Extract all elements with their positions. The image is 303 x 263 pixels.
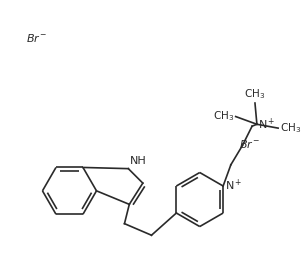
Text: Br$^-$: Br$^-$ bbox=[239, 138, 261, 150]
Text: CH$_3$: CH$_3$ bbox=[244, 87, 265, 101]
Text: N$^+$: N$^+$ bbox=[258, 117, 275, 132]
Text: N$^+$: N$^+$ bbox=[225, 178, 243, 193]
Text: CH$_3$: CH$_3$ bbox=[280, 121, 301, 135]
Text: Br$^-$: Br$^-$ bbox=[26, 32, 48, 44]
Text: NH: NH bbox=[130, 156, 147, 166]
Text: CH$_3$: CH$_3$ bbox=[212, 110, 234, 123]
